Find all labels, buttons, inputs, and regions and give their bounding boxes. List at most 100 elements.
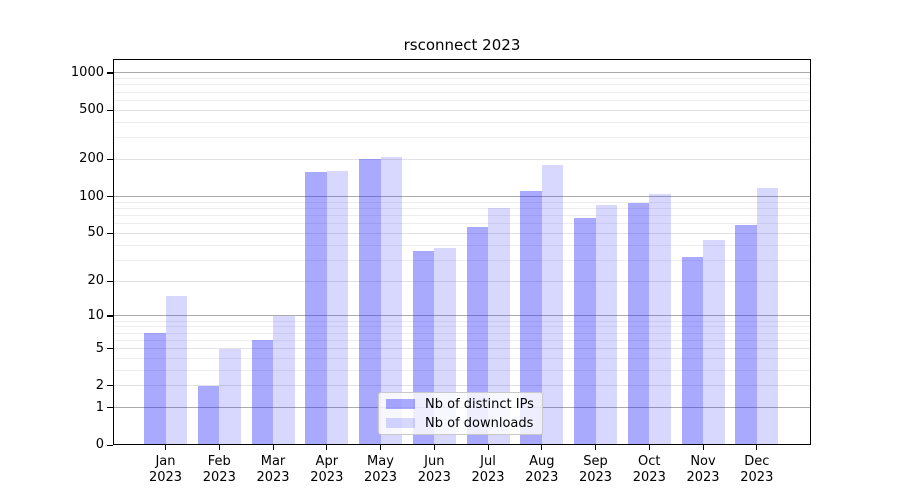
gridline-100 xyxy=(113,196,811,197)
chart-title: rsconnect 2023 xyxy=(403,36,521,54)
plot-area xyxy=(113,59,811,445)
y-tick-label-5: 5 xyxy=(95,340,104,356)
bars-layer xyxy=(113,59,811,445)
x-tick-aug xyxy=(541,445,543,450)
gridline-60 xyxy=(113,223,811,225)
x-tick-nov xyxy=(702,445,704,450)
y-tick-1000 xyxy=(107,72,113,74)
gridline-700 xyxy=(113,91,811,93)
x-tick-dec xyxy=(756,445,758,450)
gridline-2 xyxy=(113,385,811,387)
x-tick-year-jan: 2023 xyxy=(148,469,183,485)
gridline-20 xyxy=(113,280,811,282)
x-tick-year-aug: 2023 xyxy=(525,469,559,485)
grid-layer xyxy=(113,59,811,445)
x-tick-feb xyxy=(218,445,220,450)
y-tick-label-20: 20 xyxy=(87,273,104,288)
x-tick-year-nov: 2023 xyxy=(686,469,720,485)
y-tick-20 xyxy=(107,280,113,282)
x-tick-year-may: 2023 xyxy=(363,469,398,485)
gridline-1000 xyxy=(113,72,811,74)
gridline-40 xyxy=(113,244,811,246)
x-tick-year-oct: 2023 xyxy=(632,469,666,485)
x-tick-month-may: May xyxy=(367,454,394,469)
x-tick-month-feb: Feb xyxy=(207,454,231,469)
y-tick-50 xyxy=(107,232,113,234)
legend-label-distinct-ips: Nb of distinct IPs xyxy=(425,396,534,412)
y-tick-500 xyxy=(107,109,113,111)
x-tick-month-mar: Mar xyxy=(260,454,286,469)
y-tick-5 xyxy=(107,348,113,350)
gridline-9 xyxy=(113,320,811,322)
bar-aug-downloads xyxy=(541,165,564,445)
y-tick-label-10: 10 xyxy=(87,307,104,323)
legend-item-downloads: Nb of downloads xyxy=(386,416,542,431)
x-tick-year-apr: 2023 xyxy=(310,469,344,485)
x-tick-year-jul: 2023 xyxy=(471,469,505,485)
gridline-80 xyxy=(113,207,811,209)
x-tick-oct xyxy=(648,445,650,450)
x-tick-label-may: May 2023 xyxy=(349,454,413,485)
gridline-10 xyxy=(113,315,811,317)
y-tick-label-1: 1 xyxy=(95,399,104,415)
y-tick-200 xyxy=(107,158,113,161)
x-tick-label-feb: Feb 2023 xyxy=(187,454,251,485)
legend-item-distinct-ips: Nb of distinct IPs xyxy=(386,397,542,412)
y-tick-0 xyxy=(107,444,113,446)
y-tick-label-0: 0 xyxy=(95,437,104,452)
x-tick-apr xyxy=(326,445,328,450)
gridline-800 xyxy=(113,84,811,86)
bar-jan-downloads xyxy=(165,295,187,445)
bar-nov-downloads xyxy=(703,240,725,445)
x-tick-label-nov: Nov 2023 xyxy=(671,454,735,485)
x-tick-mar xyxy=(272,445,274,450)
gridline-400 xyxy=(113,121,811,123)
x-tick-label-jan: Jan 2023 xyxy=(134,454,198,485)
x-tick-year-jun: 2023 xyxy=(417,469,451,485)
x-tick-month-jun: Jun xyxy=(424,454,445,469)
bar-aug-ips xyxy=(520,191,542,445)
gridline-70 xyxy=(113,214,811,216)
x-tick-jan xyxy=(165,445,167,450)
gridline-600 xyxy=(113,99,811,101)
bar-dec-ips xyxy=(735,225,757,445)
gridline-200 xyxy=(113,158,811,160)
x-tick-label-jun: Jun 2023 xyxy=(402,454,466,485)
x-tick-label-sep: Sep 2023 xyxy=(564,454,628,485)
x-tick-month-apr: Apr xyxy=(315,454,339,469)
y-tick-1 xyxy=(107,407,113,409)
gridline-3 xyxy=(113,369,811,371)
y-tick-label-1000: 1000 xyxy=(70,64,104,80)
x-tick-label-aug: Aug 2023 xyxy=(510,454,574,485)
legend-swatch-distinct-ips xyxy=(386,399,415,409)
x-tick-sep xyxy=(595,445,597,450)
gridline-500 xyxy=(113,109,811,111)
bar-sep-ips xyxy=(574,217,596,445)
x-tick-may xyxy=(380,445,382,450)
gridline-7 xyxy=(113,332,811,334)
x-tick-month-aug: Aug xyxy=(529,454,555,469)
y-tick-label-50: 50 xyxy=(87,225,104,241)
legend-label-downloads: Nb of downloads xyxy=(425,415,534,431)
y-tick-label-500: 500 xyxy=(79,102,104,118)
bar-jan-ips xyxy=(144,333,166,445)
x-tick-label-dec: Dec 2023 xyxy=(725,454,789,485)
x-tick-label-jul: Jul 2023 xyxy=(456,454,520,485)
bar-nov-ips xyxy=(681,256,703,445)
x-tick-month-jan: Jan xyxy=(155,454,176,469)
x-tick-month-oct: Oct xyxy=(638,454,661,469)
legend-swatch-downloads xyxy=(386,418,415,428)
y-tick-100 xyxy=(107,196,113,198)
bar-apr-ips xyxy=(305,172,327,445)
y-tick-10 xyxy=(107,315,113,317)
x-tick-year-dec: 2023 xyxy=(740,469,774,485)
x-tick-label-oct: Oct 2023 xyxy=(617,454,681,485)
bar-oct-downloads xyxy=(649,194,671,445)
gridline-8 xyxy=(113,326,811,328)
gridline-5 xyxy=(113,348,811,349)
bar-sep-downloads xyxy=(595,205,617,445)
y-tick-label-100: 100 xyxy=(79,188,104,204)
bar-dec-downloads xyxy=(756,187,779,445)
y-tick-label-200: 200 xyxy=(79,151,104,167)
bar-mar-downloads xyxy=(273,315,295,445)
